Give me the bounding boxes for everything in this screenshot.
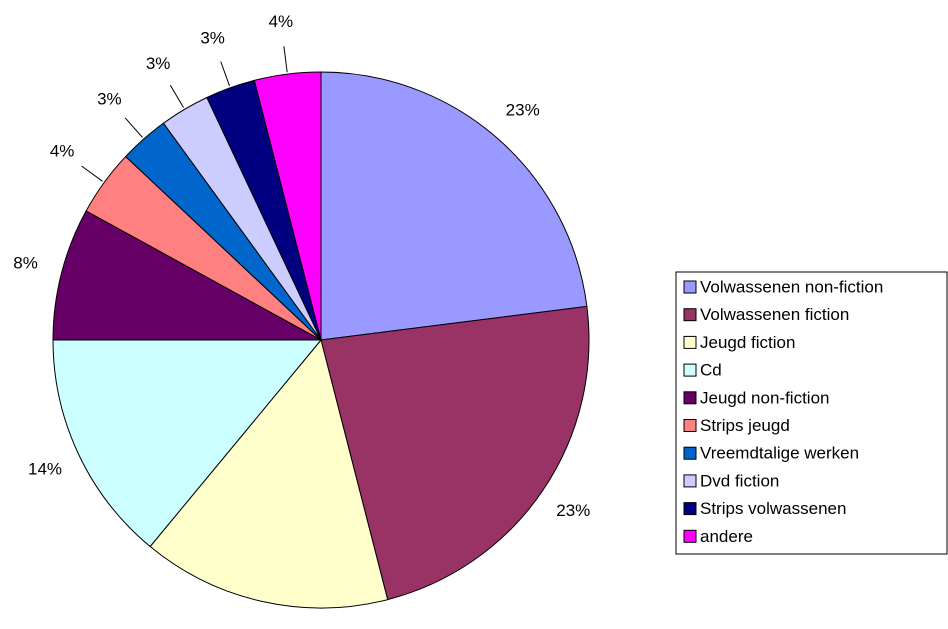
legend-swatch — [683, 391, 697, 405]
data-label: 23% — [506, 101, 540, 120]
legend-label: Jeugd non-fiction — [700, 388, 829, 407]
pie-slice — [149, 338, 389, 609]
leader-line — [283, 46, 288, 73]
data-label: 3% — [200, 28, 225, 47]
legend-swatch — [683, 446, 697, 460]
legend-swatch — [683, 529, 697, 543]
legend-swatch — [683, 474, 697, 488]
legend-label: Strips volwassenen — [700, 499, 846, 518]
data-label: 3% — [97, 89, 122, 108]
legend-label: Jeugd fiction — [700, 333, 795, 352]
pie-slice — [253, 71, 322, 341]
legend-swatch — [683, 502, 697, 516]
data-label: 23% — [556, 501, 590, 520]
legend-label: Strips jeugd — [700, 416, 790, 435]
data-label: 3% — [146, 54, 171, 73]
legend-box — [675, 271, 948, 555]
legend-label: Vreemdtalige werken — [700, 444, 859, 463]
legend-swatch — [683, 280, 697, 294]
pie-slice — [320, 71, 588, 341]
leader-line — [124, 117, 143, 138]
legend-label: Volwassenen non-fiction — [700, 277, 883, 296]
legend-label: Volwassenen fiction — [700, 305, 849, 324]
legend-label: Dvd fiction — [700, 471, 779, 490]
data-label: 14% — [28, 459, 62, 478]
data-label: 4% — [50, 141, 75, 160]
leader-line — [81, 165, 103, 182]
data-label: 8% — [13, 254, 38, 273]
legend-label: Cd — [700, 361, 722, 380]
legend-swatch — [683, 363, 697, 377]
pie-slice — [52, 339, 323, 548]
pie-slice — [52, 210, 322, 341]
data-label: 4% — [269, 12, 294, 31]
legend-swatch — [683, 419, 697, 432]
legend-swatch — [683, 335, 697, 349]
leader-line — [220, 61, 231, 87]
data-label: 15% — [237, 627, 271, 629]
pie-slice — [320, 305, 590, 601]
legend-label: andere — [700, 527, 753, 546]
legend-swatch — [683, 308, 697, 322]
leader-line — [169, 84, 184, 108]
